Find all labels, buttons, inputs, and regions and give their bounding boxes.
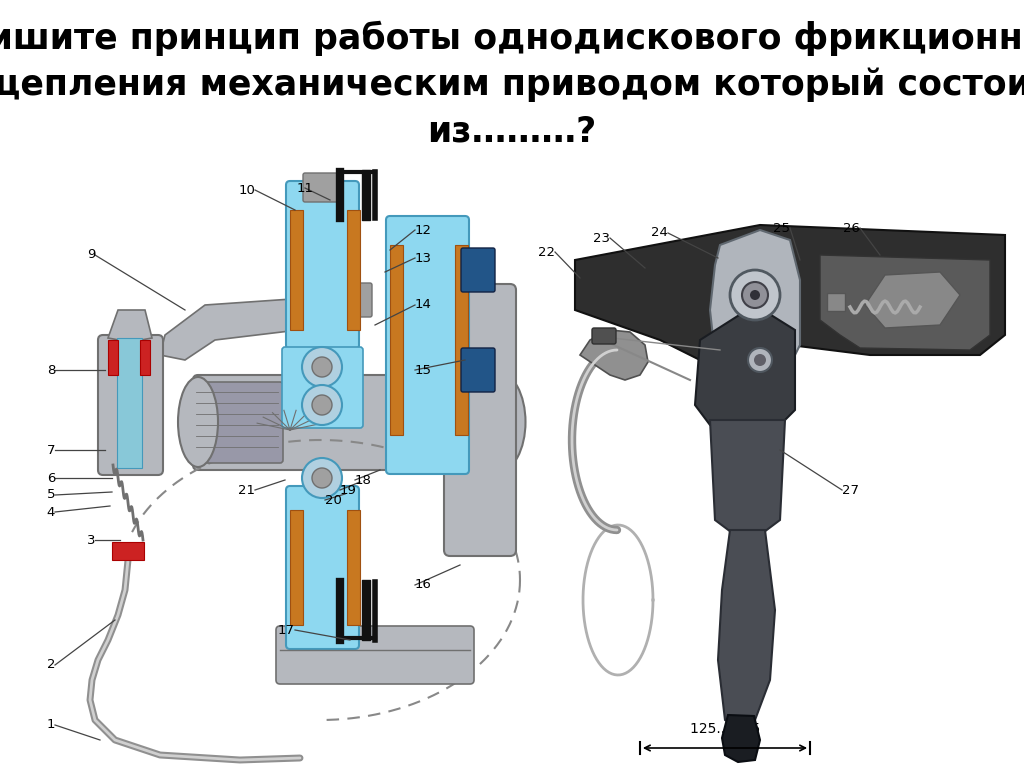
Circle shape	[730, 270, 780, 320]
FancyBboxPatch shape	[461, 248, 495, 292]
Text: 5: 5	[46, 489, 55, 502]
Text: 21: 21	[238, 483, 255, 496]
FancyBboxPatch shape	[303, 173, 342, 202]
Text: 22: 22	[538, 245, 555, 258]
FancyBboxPatch shape	[286, 181, 359, 349]
FancyBboxPatch shape	[282, 347, 362, 428]
Text: 125... 135: 125... 135	[690, 722, 760, 736]
Text: 20: 20	[325, 493, 342, 506]
FancyBboxPatch shape	[193, 382, 283, 463]
Circle shape	[742, 282, 768, 308]
FancyBboxPatch shape	[461, 348, 495, 392]
Bar	[117, 338, 142, 468]
Polygon shape	[108, 310, 152, 342]
Bar	[347, 210, 360, 330]
FancyBboxPatch shape	[592, 328, 616, 344]
Text: 26: 26	[843, 222, 860, 235]
Text: 4: 4	[47, 505, 55, 518]
Bar	[827, 293, 845, 311]
Text: 25: 25	[773, 222, 790, 235]
Text: 27: 27	[842, 483, 859, 496]
FancyBboxPatch shape	[193, 375, 503, 470]
Text: 3: 3	[86, 534, 95, 547]
Text: 1: 1	[46, 719, 55, 732]
FancyBboxPatch shape	[276, 626, 474, 684]
Text: 8: 8	[47, 364, 55, 377]
Text: 24: 24	[651, 226, 668, 239]
Circle shape	[302, 385, 342, 425]
Text: 19: 19	[340, 483, 357, 496]
Bar	[140, 340, 150, 375]
Polygon shape	[820, 255, 990, 350]
Circle shape	[312, 468, 332, 488]
Circle shape	[302, 458, 342, 498]
Text: 15: 15	[415, 364, 432, 377]
Text: из………?: из………?	[427, 115, 597, 149]
Text: сцепления механическим приводом который состоит: сцепления механическим приводом который …	[0, 67, 1024, 102]
Polygon shape	[865, 272, 961, 328]
Bar	[455, 245, 468, 435]
Text: 17: 17	[278, 624, 295, 637]
FancyBboxPatch shape	[318, 283, 372, 317]
FancyBboxPatch shape	[386, 216, 469, 474]
Text: Опишите принцип работы однодискового фрикционного: Опишите принцип работы однодискового фри…	[0, 21, 1024, 56]
Text: 18: 18	[355, 473, 372, 486]
Polygon shape	[160, 295, 365, 360]
Ellipse shape	[178, 377, 218, 467]
Text: 14: 14	[415, 298, 432, 311]
Text: 12: 12	[415, 223, 432, 236]
Polygon shape	[580, 330, 648, 380]
Ellipse shape	[470, 372, 525, 472]
Polygon shape	[710, 420, 785, 535]
Circle shape	[302, 347, 342, 387]
Bar	[112, 542, 144, 560]
Text: 9: 9	[87, 249, 95, 262]
Bar	[290, 210, 303, 330]
Polygon shape	[575, 225, 1005, 360]
FancyBboxPatch shape	[286, 486, 359, 649]
FancyBboxPatch shape	[98, 335, 163, 475]
FancyBboxPatch shape	[444, 284, 516, 556]
Polygon shape	[718, 530, 775, 730]
Circle shape	[312, 357, 332, 377]
Text: 23: 23	[593, 232, 610, 245]
Circle shape	[312, 395, 332, 415]
Text: 11: 11	[297, 182, 313, 195]
Bar	[347, 510, 360, 625]
Polygon shape	[710, 230, 800, 375]
Text: 13: 13	[415, 252, 432, 265]
Text: 10: 10	[239, 183, 255, 196]
Circle shape	[748, 348, 772, 372]
Polygon shape	[722, 715, 760, 762]
Polygon shape	[695, 305, 795, 435]
Bar	[108, 340, 118, 375]
Text: 16: 16	[415, 578, 432, 591]
Circle shape	[754, 354, 766, 366]
Bar	[290, 510, 303, 625]
Text: 7: 7	[46, 443, 55, 456]
Text: 2: 2	[46, 659, 55, 671]
Text: 6: 6	[47, 472, 55, 485]
Bar	[390, 245, 403, 435]
Circle shape	[750, 290, 760, 300]
